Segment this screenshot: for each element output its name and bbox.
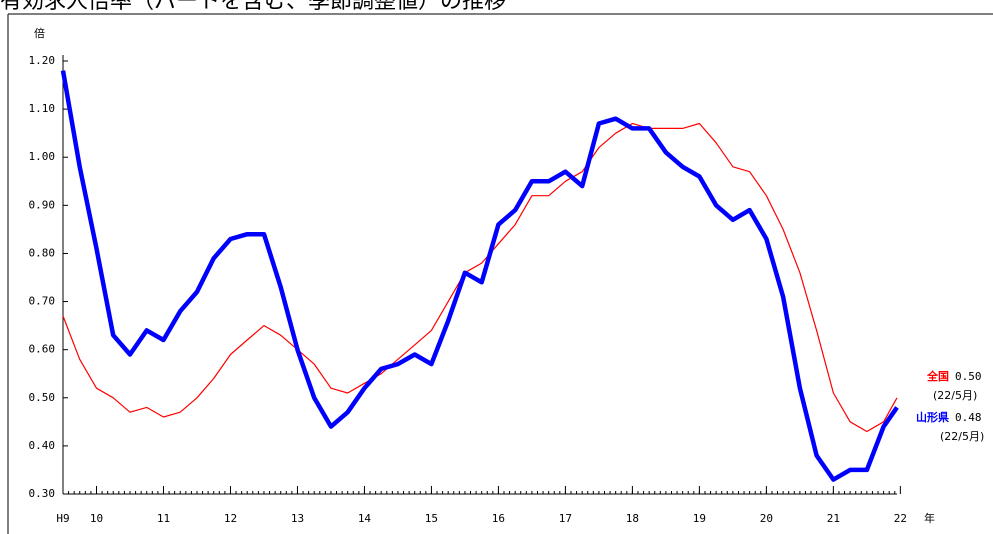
y-unit: 倍 — [34, 26, 45, 40]
y-tick-label: 1.10 — [29, 102, 56, 115]
x-tick-label: 15 — [425, 512, 438, 525]
y-tick-label: 0.70 — [29, 295, 56, 308]
y-tick-label: 0.80 — [29, 246, 56, 259]
series-line — [60, 70, 899, 482]
x-tick-label: H9 — [56, 512, 69, 525]
legend-label: 全国 — [926, 369, 949, 383]
end-date-label: (22/5月) — [933, 389, 977, 402]
y-tick-label: 1.00 — [29, 150, 56, 163]
chart-title: 有効求人倍率（パートを含む、季節調整値）の推移 — [0, 0, 506, 14]
x-tick-label: 13 — [291, 512, 304, 525]
end-value-label: 0.50 — [955, 370, 982, 383]
series-line — [62, 122, 898, 433]
title-bg — [9, 0, 993, 14]
y-tick-label: 0.50 — [29, 391, 56, 404]
x-tick-label: 17 — [559, 512, 572, 525]
x-tick-label: 10 — [90, 512, 103, 525]
x-tick-label: 18 — [626, 512, 639, 525]
y-tick-label: 0.40 — [29, 439, 56, 452]
x-tick-label: 19 — [693, 512, 706, 525]
end-value-label: 0.48 — [955, 411, 982, 424]
legend-label: 山形県 — [916, 410, 949, 424]
x-tick-label: 16 — [492, 512, 505, 525]
x-tick-label: 11 — [157, 512, 170, 525]
y-tick-label: 0.90 — [29, 198, 56, 211]
y-tick-label: 0.30 — [29, 487, 56, 500]
x-tick-label: 12 — [224, 512, 237, 525]
x-tick-label: 14 — [358, 512, 372, 525]
x-unit: 年 — [924, 511, 935, 525]
y-tick-label: 1.20 — [29, 54, 56, 67]
x-tick-label: 20 — [760, 512, 773, 525]
x-tick-label: 22 — [894, 512, 907, 525]
x-tick-label: 21 — [827, 512, 840, 525]
end-date-label: (22/5月) — [940, 430, 984, 443]
y-tick-label: 0.60 — [29, 343, 56, 356]
